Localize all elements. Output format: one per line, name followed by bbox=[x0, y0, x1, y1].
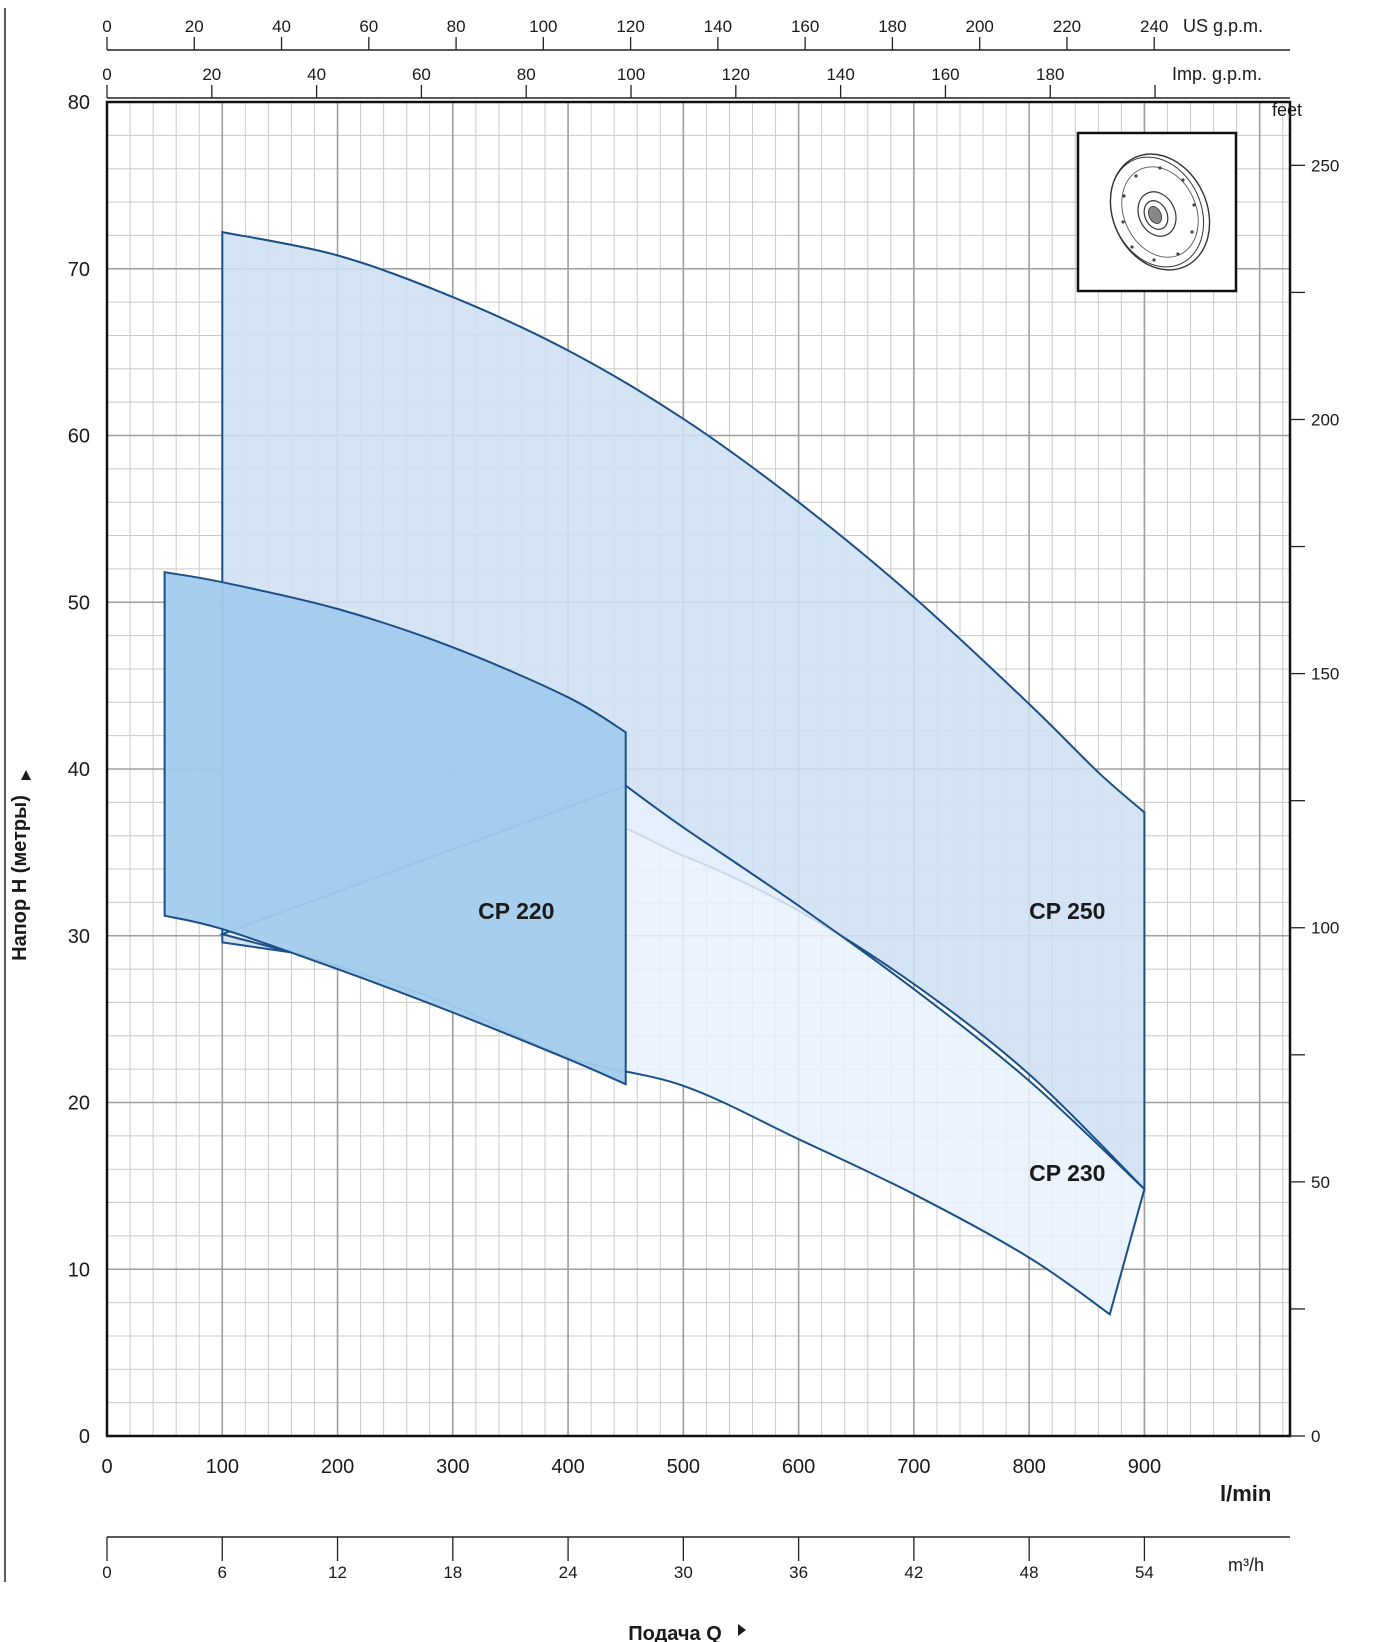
tick-label: 100 bbox=[529, 17, 557, 36]
y-tick-label: 40 bbox=[68, 759, 90, 781]
tick-label: 18 bbox=[443, 1563, 462, 1582]
feet-tick-label: 150 bbox=[1311, 665, 1339, 684]
feet-tick-label: 200 bbox=[1311, 410, 1339, 429]
tick-label: 80 bbox=[517, 65, 536, 84]
series-label-cp-230: CP 230 bbox=[1029, 1160, 1105, 1186]
x-tick-label: 200 bbox=[321, 1456, 354, 1478]
tick-label: 180 bbox=[878, 17, 906, 36]
y-tick-label: 60 bbox=[68, 426, 90, 448]
tick-label: 40 bbox=[307, 65, 326, 84]
tick-label: 120 bbox=[722, 65, 750, 84]
tick-label: 100 bbox=[617, 65, 645, 84]
y-tick-label: 80 bbox=[68, 92, 90, 114]
tick-label: 0 bbox=[102, 17, 111, 36]
y-tick-label: 50 bbox=[68, 592, 90, 614]
y-tick-label: 0 bbox=[79, 1426, 90, 1448]
feet-tick-label: 250 bbox=[1311, 156, 1339, 175]
tick-label: 160 bbox=[791, 17, 819, 36]
tick-label: 24 bbox=[559, 1563, 578, 1582]
series-label-cp-220: CP 220 bbox=[478, 898, 554, 924]
x-tick-label: 700 bbox=[897, 1456, 930, 1478]
tick-label: 40 bbox=[272, 17, 291, 36]
tick-label: 200 bbox=[965, 17, 993, 36]
tick-label: 42 bbox=[904, 1563, 923, 1582]
y-tick-label: 70 bbox=[68, 259, 90, 281]
tick-label: 6 bbox=[218, 1563, 227, 1582]
x-tick-label: 100 bbox=[206, 1456, 239, 1478]
tick-label: 20 bbox=[185, 17, 204, 36]
tick-label: 0 bbox=[102, 1563, 111, 1582]
curve-areas bbox=[163, 230, 1146, 1316]
x-tick-label: 300 bbox=[436, 1456, 469, 1478]
tick-label: 120 bbox=[616, 17, 644, 36]
feet-tick-label: 50 bbox=[1311, 1173, 1330, 1192]
series-cp-220-area bbox=[163, 571, 627, 1086]
tick-label: 60 bbox=[359, 17, 378, 36]
tick-label: 140 bbox=[826, 65, 854, 84]
plot-frame bbox=[105, 100, 1292, 1438]
series-label-cp-250: CP 250 bbox=[1029, 898, 1105, 924]
tick-label: 0 bbox=[102, 65, 111, 84]
x-tick-label: 900 bbox=[1128, 1456, 1161, 1478]
unit-us-gpm: US g.p.m. bbox=[1183, 16, 1263, 36]
tick-label: 140 bbox=[704, 17, 732, 36]
tick-label: 36 bbox=[789, 1563, 808, 1582]
x-tick-label: 800 bbox=[1012, 1456, 1045, 1478]
y-axis-label: Напор H (метры) bbox=[9, 770, 31, 961]
tick-label: 80 bbox=[447, 17, 466, 36]
y-tick-label: 20 bbox=[68, 1093, 90, 1115]
unit-imp-gpm: Imp. g.p.m. bbox=[1172, 64, 1262, 84]
x-axis-label: Подача Q bbox=[628, 1623, 746, 1642]
y-tick-label: 30 bbox=[68, 926, 90, 948]
unit-lmin: l/min bbox=[1220, 1481, 1271, 1506]
x-axis-imp-gpm-ticks: 0 20 40 60 80 100 120 140 160 180 bbox=[102, 65, 1290, 99]
feet-tick-label: 100 bbox=[1311, 919, 1339, 938]
series-labels: CP 250 CP 230 CP 220 bbox=[478, 898, 1105, 1186]
tick-label: 180 bbox=[1036, 65, 1064, 84]
svg-text:Напор H (метры): Напор H (метры) bbox=[9, 795, 31, 961]
tick-label: 12 bbox=[328, 1563, 347, 1582]
tick-label: 160 bbox=[931, 65, 959, 84]
x-axis-m3h-ticks: 0 6 12 18 24 30 36 42 48 54 bbox=[102, 1536, 1290, 1582]
y-axis-feet-ticks: 0 50 100 150 200 250 bbox=[1290, 156, 1339, 1446]
right-arrow-icon bbox=[738, 1624, 746, 1636]
unit-feet: feet bbox=[1272, 100, 1302, 120]
tick-label: 240 bbox=[1140, 17, 1168, 36]
impeller-icon bbox=[1076, 131, 1238, 293]
x-tick-label: 0 bbox=[101, 1456, 112, 1478]
svg-text:Подача Q: Подача Q bbox=[628, 1623, 722, 1642]
tick-label: 48 bbox=[1020, 1563, 1039, 1582]
tick-label: 54 bbox=[1135, 1563, 1154, 1582]
unit-m3h: m³/h bbox=[1228, 1555, 1264, 1575]
up-arrow-icon bbox=[21, 770, 31, 780]
x-tick-label: 600 bbox=[782, 1456, 815, 1478]
y-tick-label: 10 bbox=[68, 1259, 90, 1281]
feet-tick-label: 0 bbox=[1311, 1427, 1320, 1446]
tick-label: 60 bbox=[412, 65, 431, 84]
y-axis-left-ticks: 0 10 20 30 40 50 60 70 80 bbox=[68, 92, 90, 1448]
tick-label: 220 bbox=[1053, 17, 1081, 36]
x-tick-label: 500 bbox=[667, 1456, 700, 1478]
x-axis-us-gpm-ticks: 0 20 40 60 80 100 120 140 160 180 200 220 240 bbox=[102, 17, 1290, 51]
x-tick-label: 400 bbox=[551, 1456, 584, 1478]
tick-label: 30 bbox=[674, 1563, 693, 1582]
tick-label: 20 bbox=[202, 65, 221, 84]
x-axis-lmin-ticks: 0 100 200 300 400 500 600 700 800 900 bbox=[101, 1456, 1161, 1478]
